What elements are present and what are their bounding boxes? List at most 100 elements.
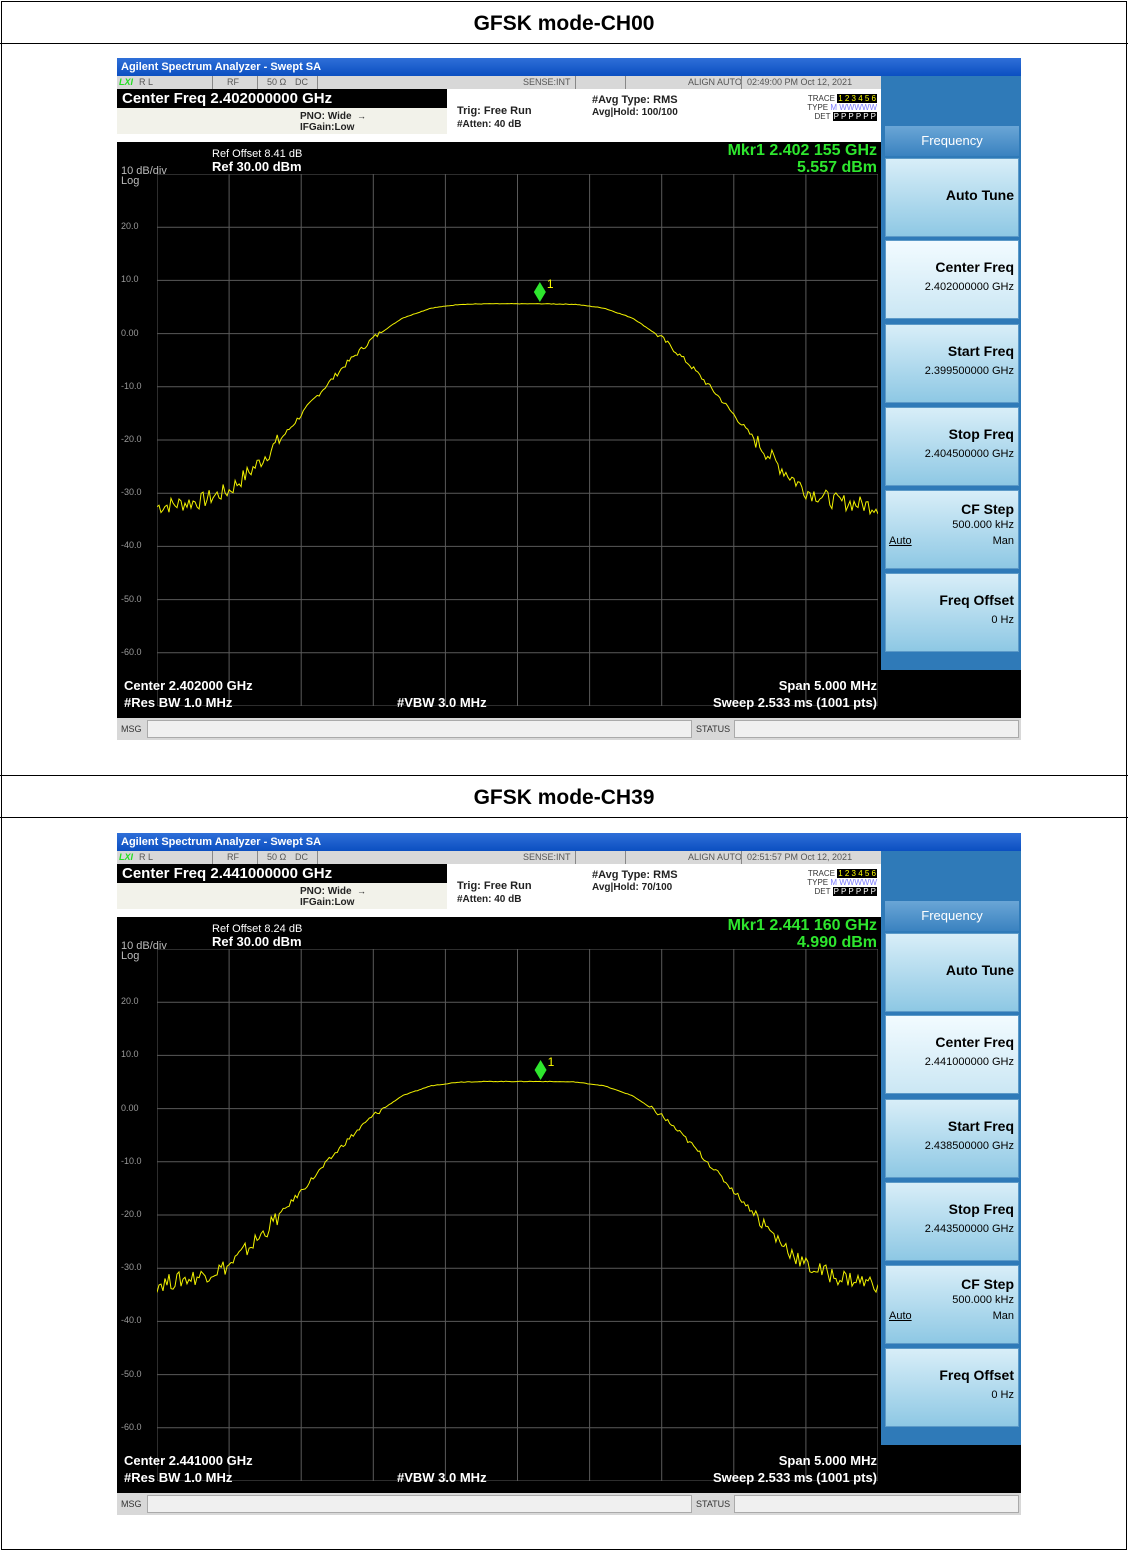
- message-bar: MSG STATUS: [117, 718, 1021, 740]
- sense-indicator: SENSE:INT: [523, 77, 571, 87]
- start-freq-button[interactable]: Start Freq 2.438500000 GHz: [885, 1099, 1019, 1178]
- y-tick-label: -30.0: [121, 487, 142, 498]
- spectrum-analyzer-window: Agilent Spectrum Analyzer - Swept SA LXI…: [117, 833, 1021, 1515]
- stop-freq-button[interactable]: Stop Freq 2.404500000 GHz: [885, 407, 1019, 486]
- scale-per-div: 10 dB/div: [121, 165, 167, 177]
- y-tick-label: -30.0: [121, 1262, 142, 1273]
- y-tick-label: -50.0: [121, 593, 142, 604]
- scale-per-div: 10 dB/div: [121, 940, 167, 952]
- trigger-setting: Trig: Free Run: [457, 105, 532, 117]
- video-bandwidth: #VBW 3.0 MHz: [397, 695, 487, 710]
- center-freq-readout[interactable]: Center Freq 2.441000000 GHz: [117, 864, 447, 883]
- trace-detectors: P P P P P P: [832, 887, 877, 896]
- softkey-panel: Frequency Auto Tune Center Freq 2.4020000…: [881, 76, 1021, 670]
- align-indicator: ALIGN AUTO: [688, 77, 742, 87]
- freq-offset-button[interactable]: Freq Offset 0 Hz: [885, 1348, 1019, 1427]
- y-tick-label: -60.0: [121, 1421, 142, 1432]
- panel-ch39: Agilent Spectrum Analyzer - Swept SA LXI…: [0, 833, 1128, 1515]
- datetime: 02:49:00 PM Oct 12, 2021: [747, 77, 853, 87]
- y-tick-label: -60.0: [121, 646, 142, 657]
- divider: [0, 43, 1128, 44]
- menu-header-frequency: Frequency: [885, 901, 1019, 931]
- y-tick-label: 20.0: [121, 996, 139, 1007]
- auto-tune-button[interactable]: Auto Tune: [885, 933, 1019, 1012]
- trace-types: M WWWWW: [830, 103, 877, 112]
- ref-offset: Ref Offset 8.41 dB: [212, 148, 303, 160]
- avg-hold: Avg|Hold: 70/100: [592, 882, 673, 893]
- pno-setting: PNO: Wide: [300, 111, 352, 122]
- stop-freq-button[interactable]: Stop Freq 2.443500000 GHz: [885, 1182, 1019, 1261]
- center-freq-readout[interactable]: Center Freq 2.402000000 GHz: [117, 89, 447, 108]
- panel-ch00: Agilent Spectrum Analyzer - Swept SA LXI…: [0, 58, 1128, 740]
- log-scale: Log: [121, 950, 140, 962]
- freq-offset-button[interactable]: Freq Offset 0 Hz: [885, 573, 1019, 652]
- cf-step-button[interactable]: CF Step 500.000 kHz Auto Man: [885, 490, 1019, 569]
- marker-diamond: [534, 1060, 547, 1081]
- align-indicator: ALIGN AUTO: [688, 852, 742, 862]
- log-scale: Log: [121, 175, 140, 187]
- sweep-time: Sweep 2.533 ms (1001 pts): [712, 695, 877, 710]
- lxi-icon: LXI: [119, 852, 134, 862]
- spectrum-plot: 1: [157, 949, 878, 1481]
- impedance-indicator: 50 Ω: [267, 852, 287, 862]
- arrow-icon: →: [357, 886, 366, 896]
- y-tick-label: -40.0: [121, 540, 142, 551]
- panel-caption: GFSK mode-CH00: [473, 12, 655, 35]
- message-bar: MSG STATUS: [117, 1493, 1021, 1515]
- y-tick-label: -20.0: [121, 434, 142, 444]
- sense-indicator: SENSE:INT: [523, 852, 571, 862]
- coupling-indicator: DC: [295, 77, 308, 87]
- rf-indicator: RF: [227, 77, 239, 87]
- spectrum-plot: 1: [157, 174, 878, 706]
- divider: [0, 775, 1128, 776]
- cf-step-button[interactable]: CF Step 500.000 kHz Auto Man: [885, 1265, 1019, 1344]
- ifgain-setting: IFGain:Low: [300, 897, 355, 908]
- ref-offset: Ref Offset 8.24 dB: [212, 923, 303, 935]
- window-title: Agilent Spectrum Analyzer - Swept SA: [117, 58, 1021, 76]
- impedance-indicator: 50 Ω: [267, 77, 287, 87]
- divider: [0, 817, 1128, 818]
- msg-label: MSG: [121, 1499, 142, 1509]
- arrow-icon: →: [357, 111, 366, 121]
- status-label: STATUS: [696, 1499, 731, 1509]
- trace-numbers: 1 2 3 4 5 6: [837, 869, 877, 878]
- marker-label: 1: [547, 277, 554, 291]
- menu-header-frequency: Frequency: [885, 126, 1019, 156]
- sweep-time: Sweep 2.533 ms (1001 pts): [712, 1470, 877, 1485]
- msg-label: MSG: [121, 724, 142, 734]
- y-tick-label: -40.0: [121, 1315, 142, 1326]
- y-tick-label: 20.0: [121, 221, 139, 232]
- y-tick-label: 10.0: [121, 1049, 139, 1060]
- trace-line: [157, 302, 878, 516]
- marker-amplitude: 4.990 dBm: [796, 934, 877, 951]
- marker-label: 1: [548, 1055, 555, 1069]
- auto-tune-button[interactable]: Auto Tune: [885, 158, 1019, 237]
- avg-type: #Avg Type: RMS: [592, 94, 678, 106]
- datetime: 02:51:57 PM Oct 12, 2021: [747, 852, 853, 862]
- trace-detectors: P P P P P P: [832, 112, 877, 121]
- ref-level: Ref 30.00 dBm: [212, 159, 302, 174]
- marker-frequency: Mkr1 2.441 160 GHz: [727, 917, 877, 934]
- center-freq-button[interactable]: Center Freq 2.441000000 GHz: [885, 1015, 1019, 1094]
- status-row: LXI R L RF 50 Ω DC SENSE:INT ALIGN AUTO …: [117, 851, 881, 864]
- center-frequency: Center 2.441000 GHz: [124, 1453, 253, 1468]
- rl-indicator: R L: [139, 77, 154, 87]
- lxi-icon: LXI: [119, 77, 134, 87]
- y-tick-label: 0.00: [121, 1102, 139, 1113]
- trigger-setting: Trig: Free Run: [457, 880, 532, 892]
- status-row: LXI R L RF 50 Ω DC SENSE:INT ALIGN AUTO …: [117, 76, 881, 89]
- y-tick-label: -20.0: [121, 1209, 142, 1219]
- y-tick-label: 10.0: [121, 274, 139, 285]
- y-tick-label: -50.0: [121, 1368, 142, 1379]
- start-freq-button[interactable]: Start Freq 2.399500000 GHz: [885, 324, 1019, 403]
- atten-setting: #Atten: 40 dB: [457, 119, 522, 130]
- span-value: Span 5.000 MHz: [778, 678, 877, 693]
- settings-panel: Center Freq 2.402000000 GHz PNO: Wide → …: [117, 89, 881, 142]
- marker-frequency: Mkr1 2.402 155 GHz: [727, 142, 877, 159]
- rl-indicator: R L: [139, 852, 154, 862]
- video-bandwidth: #VBW 3.0 MHz: [397, 1470, 487, 1485]
- center-freq-button[interactable]: Center Freq 2.402000000 GHz: [885, 240, 1019, 319]
- ref-level: Ref 30.00 dBm: [212, 934, 302, 949]
- settings-panel: Center Freq 2.441000000 GHz PNO: Wide → …: [117, 864, 881, 917]
- panel-caption: GFSK mode-CH39: [473, 786, 655, 809]
